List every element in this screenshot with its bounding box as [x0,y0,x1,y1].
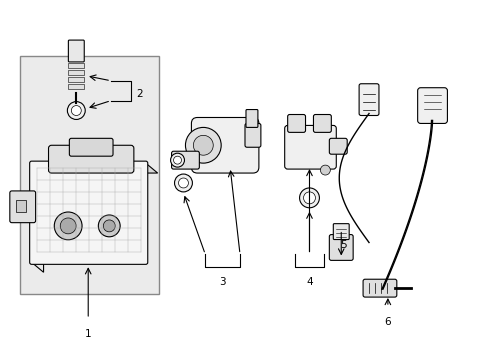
Text: 2: 2 [136,89,142,99]
Bar [68,63,84,68]
FancyBboxPatch shape [333,224,348,239]
Circle shape [60,218,76,234]
Circle shape [71,105,81,116]
FancyBboxPatch shape [287,114,305,132]
FancyBboxPatch shape [328,138,346,154]
Circle shape [303,192,315,204]
FancyBboxPatch shape [244,123,260,147]
FancyBboxPatch shape [10,191,36,223]
Bar [16,200,26,212]
FancyBboxPatch shape [313,114,331,132]
Polygon shape [32,163,43,272]
FancyBboxPatch shape [48,145,134,173]
FancyBboxPatch shape [30,161,147,264]
FancyBboxPatch shape [171,151,199,169]
Circle shape [67,102,85,120]
FancyBboxPatch shape [245,109,257,127]
FancyBboxPatch shape [284,125,336,169]
Circle shape [174,174,192,192]
Bar [68,84,84,89]
Circle shape [173,156,181,164]
Circle shape [178,178,188,188]
Circle shape [103,220,115,232]
Circle shape [185,127,221,163]
Text: 4: 4 [305,277,312,287]
FancyBboxPatch shape [328,235,352,260]
FancyBboxPatch shape [358,84,378,116]
Polygon shape [32,163,157,173]
FancyBboxPatch shape [191,117,258,173]
Bar [68,77,84,82]
Text: 6: 6 [384,317,390,327]
Text: 1: 1 [85,329,91,339]
Circle shape [98,215,120,237]
Text: 3: 3 [219,277,225,287]
FancyBboxPatch shape [20,56,158,294]
FancyBboxPatch shape [417,88,447,123]
Circle shape [54,212,82,240]
Circle shape [320,165,330,175]
FancyBboxPatch shape [362,279,396,297]
FancyBboxPatch shape [69,138,113,156]
FancyBboxPatch shape [68,40,84,62]
Circle shape [170,153,184,167]
Circle shape [299,188,319,208]
Circle shape [193,135,213,155]
Text: 5: 5 [339,239,346,249]
Bar [68,70,84,75]
